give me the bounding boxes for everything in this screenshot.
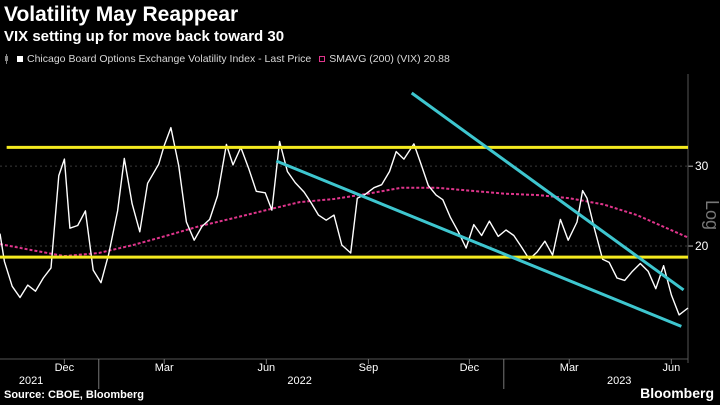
sma-series-line bbox=[0, 186, 689, 258]
year-label: 2023 bbox=[607, 375, 631, 387]
legend: Chicago Board Options Exchange Volatilit… bbox=[4, 53, 450, 65]
y-tick-label: 20 bbox=[695, 239, 709, 253]
chart-title: Volatility May Reappear bbox=[4, 3, 239, 26]
legend-swatch-sma bbox=[319, 56, 326, 62]
trend-line bbox=[410, 91, 685, 292]
legend-label-vix: Chicago Board Options Exchange Volatilit… bbox=[27, 53, 312, 65]
vix-series-line bbox=[0, 126, 689, 316]
legend-swatch-vix bbox=[17, 56, 23, 62]
source-note: Source: CBOE, Bloomberg bbox=[4, 389, 144, 401]
x-tick-label: Mar bbox=[560, 362, 579, 374]
trend-line bbox=[275, 159, 682, 328]
year-label: 2021 bbox=[19, 375, 43, 387]
x-tick-label: Mar bbox=[155, 362, 174, 374]
x-tick-label: Dec bbox=[55, 362, 75, 374]
y-axis-scale-label: Log bbox=[702, 200, 720, 230]
x-tick-label: Jun bbox=[257, 362, 275, 374]
candle-icon bbox=[5, 54, 8, 64]
brand-logo: Bloomberg bbox=[640, 385, 714, 401]
chart-subtitle: VIX setting up for move back toward 30 bbox=[4, 28, 285, 45]
x-tick-label: Jun bbox=[662, 362, 680, 374]
y-tick-label: 30 bbox=[695, 159, 709, 173]
legend-label-sma: SMAVG (200) (VIX) 20.88 bbox=[329, 53, 450, 65]
year-label: 2022 bbox=[287, 375, 311, 387]
x-tick-label: Dec bbox=[460, 362, 480, 374]
x-tick-label: Sep bbox=[359, 362, 379, 374]
